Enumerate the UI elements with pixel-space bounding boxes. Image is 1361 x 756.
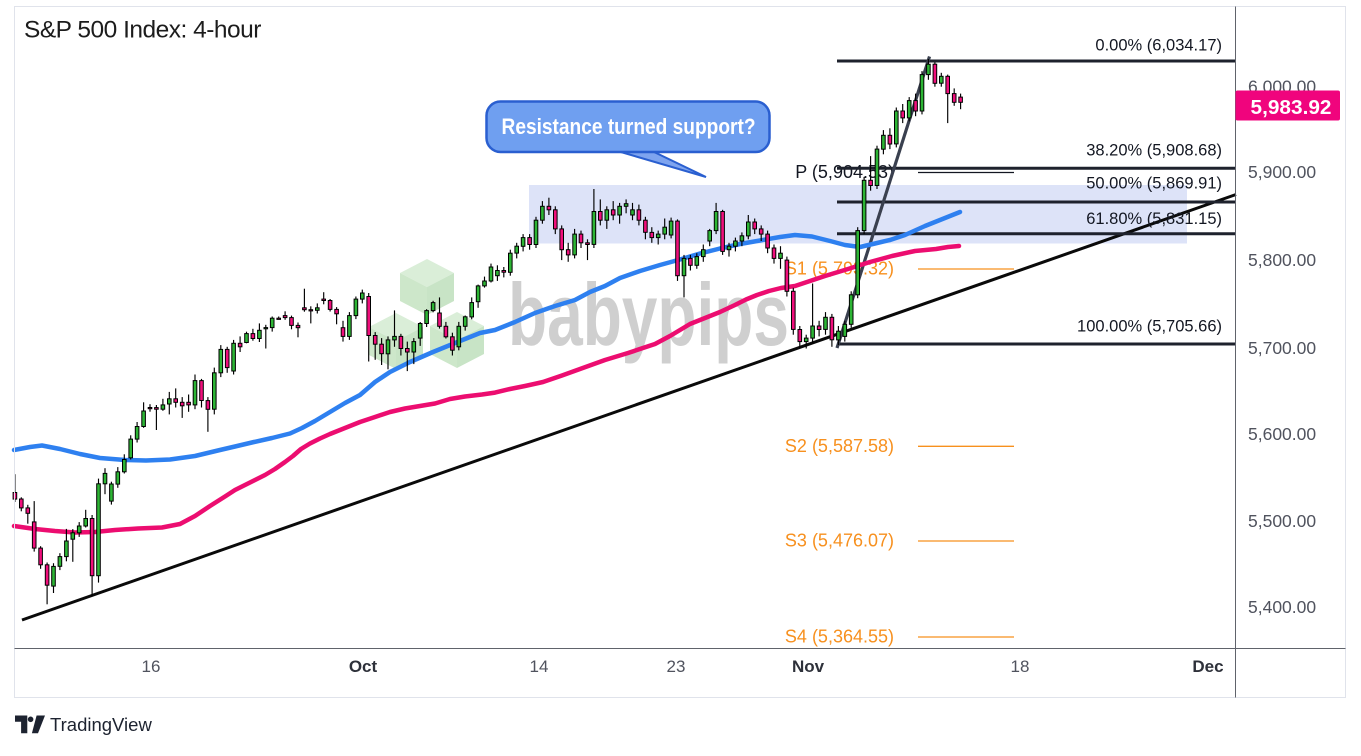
svg-text:Oct: Oct	[349, 657, 378, 676]
svg-text:5,600.00: 5,600.00	[1248, 424, 1316, 444]
svg-text:23: 23	[667, 657, 686, 676]
svg-text:61.80% (5,831.15): 61.80% (5,831.15)	[1086, 210, 1222, 228]
svg-text:5,800.00: 5,800.00	[1248, 250, 1316, 270]
svg-text:5,900.00: 5,900.00	[1248, 162, 1316, 182]
svg-text:50.00% (5,869.91): 50.00% (5,869.91)	[1086, 175, 1222, 193]
svg-text:babypips: babypips	[508, 265, 789, 364]
svg-text:38.20% (5,908.68): 38.20% (5,908.68)	[1086, 142, 1222, 160]
svg-text:14: 14	[530, 657, 549, 676]
svg-text:100.00% (5,705.66): 100.00% (5,705.66)	[1077, 318, 1222, 336]
svg-text:16: 16	[142, 657, 161, 676]
svg-text:5,400.00: 5,400.00	[1248, 597, 1316, 617]
svg-text:S3 (5,476.07): S3 (5,476.07)	[785, 531, 894, 551]
svg-text:5,500.00: 5,500.00	[1248, 511, 1316, 531]
svg-text:5,983.92: 5,983.92	[1251, 96, 1332, 119]
svg-text:0.00% (6,034.17): 0.00% (6,034.17)	[1095, 37, 1222, 55]
svg-text:Dec: Dec	[1192, 657, 1223, 676]
svg-text:S&P 500 Index: 4-hour: S&P 500 Index: 4-hour	[24, 17, 261, 44]
svg-text:S2 (5,587.58): S2 (5,587.58)	[785, 436, 894, 456]
svg-text:Resistance turned support?: Resistance turned support?	[502, 114, 756, 139]
svg-text:TradingView: TradingView	[50, 714, 152, 735]
svg-text:5,700.00: 5,700.00	[1248, 338, 1316, 358]
svg-text:S4 (5,364.55): S4 (5,364.55)	[785, 627, 894, 647]
svg-text:18: 18	[1011, 657, 1030, 676]
svg-text:Nov: Nov	[792, 657, 825, 676]
